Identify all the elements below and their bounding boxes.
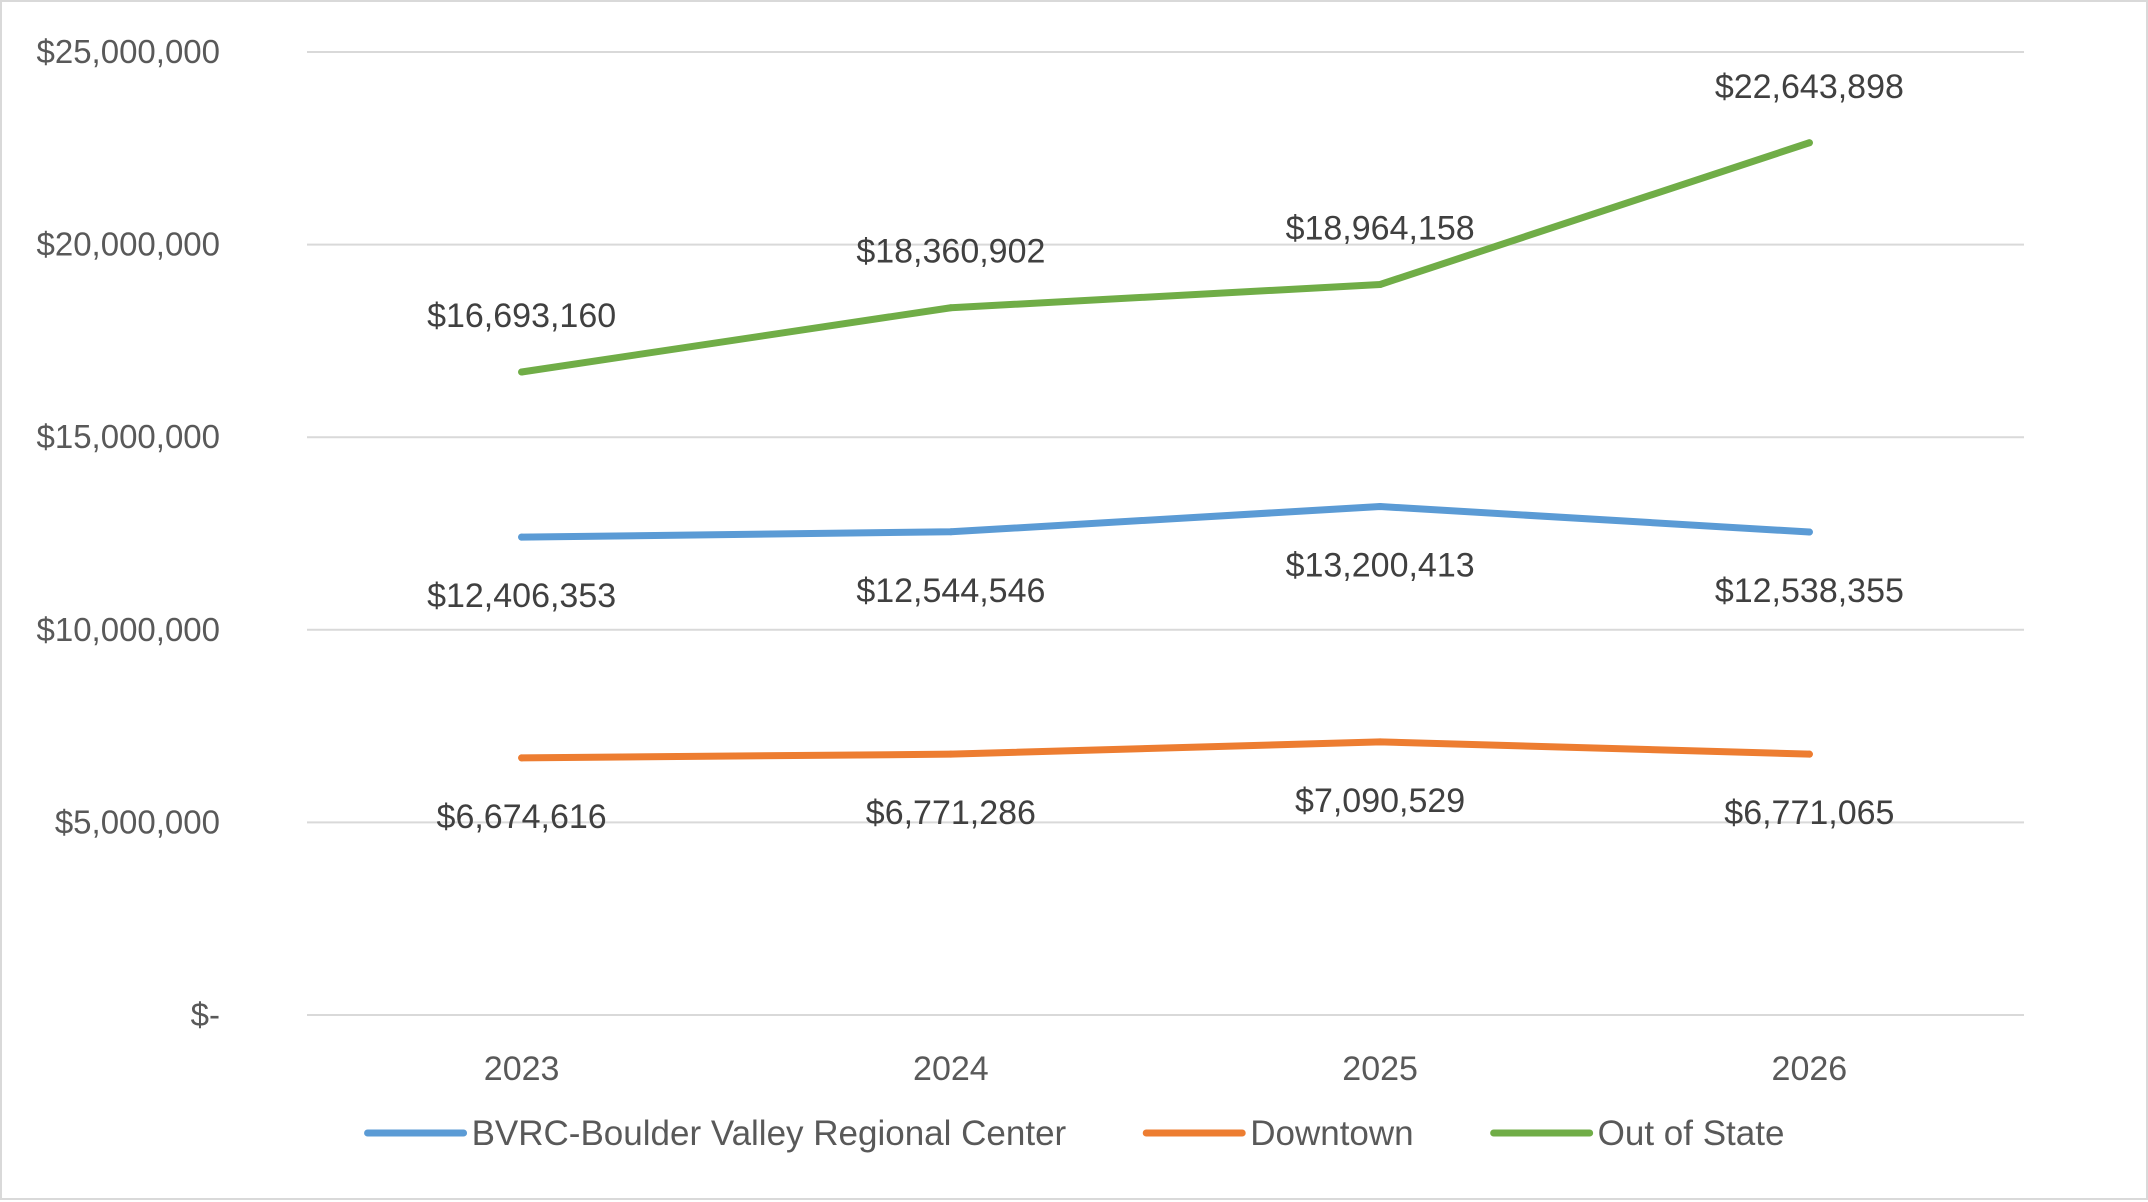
data-label: $12,406,353 — [427, 577, 616, 615]
data-label: $6,674,616 — [437, 798, 607, 836]
y-tick-label: $- — [191, 996, 220, 1033]
data-point — [947, 528, 955, 536]
data-label: $6,771,065 — [1724, 794, 1894, 832]
data-point — [518, 368, 526, 376]
y-tick-label: $15,000,000 — [36, 418, 220, 455]
data-point — [1376, 738, 1384, 746]
data-point — [1376, 281, 1384, 289]
y-tick-label: $25,000,000 — [36, 33, 220, 70]
data-label: $12,544,546 — [856, 572, 1045, 610]
series-line — [518, 139, 1813, 376]
data-label: $6,771,286 — [866, 794, 1036, 832]
legend-label: Downtown — [1250, 1114, 1413, 1153]
data-label: $7,090,529 — [1295, 782, 1465, 820]
y-tick-label: $10,000,000 — [36, 611, 220, 648]
data-label: $22,643,898 — [1715, 68, 1904, 106]
data-label: $12,538,355 — [1715, 572, 1904, 610]
y-tick-label: $5,000,000 — [55, 803, 220, 840]
data-point — [1805, 139, 1813, 147]
data-point — [1805, 750, 1813, 758]
data-point — [947, 750, 955, 758]
x-tick-label: 2023 — [484, 1050, 560, 1088]
data-label: $18,360,902 — [856, 233, 1045, 271]
legend-label: BVRC-Boulder Valley Regional Center — [472, 1114, 1067, 1153]
data-label: $13,200,413 — [1286, 547, 1475, 585]
y-tick-label: $20,000,000 — [36, 226, 220, 263]
x-tick-label: 2026 — [1772, 1050, 1848, 1088]
data-point — [518, 533, 526, 541]
series-line — [518, 738, 1813, 762]
x-tick-label: 2024 — [913, 1050, 989, 1088]
legend-label: Out of State — [1598, 1114, 1785, 1153]
data-point — [518, 754, 526, 762]
data-point — [947, 304, 955, 312]
series-line — [518, 503, 1813, 541]
x-tick-label: 2025 — [1342, 1050, 1418, 1088]
data-point — [1376, 503, 1384, 511]
data-label: $18,964,158 — [1286, 210, 1475, 248]
data-label: $16,693,160 — [427, 297, 616, 335]
data-point — [1805, 528, 1813, 536]
